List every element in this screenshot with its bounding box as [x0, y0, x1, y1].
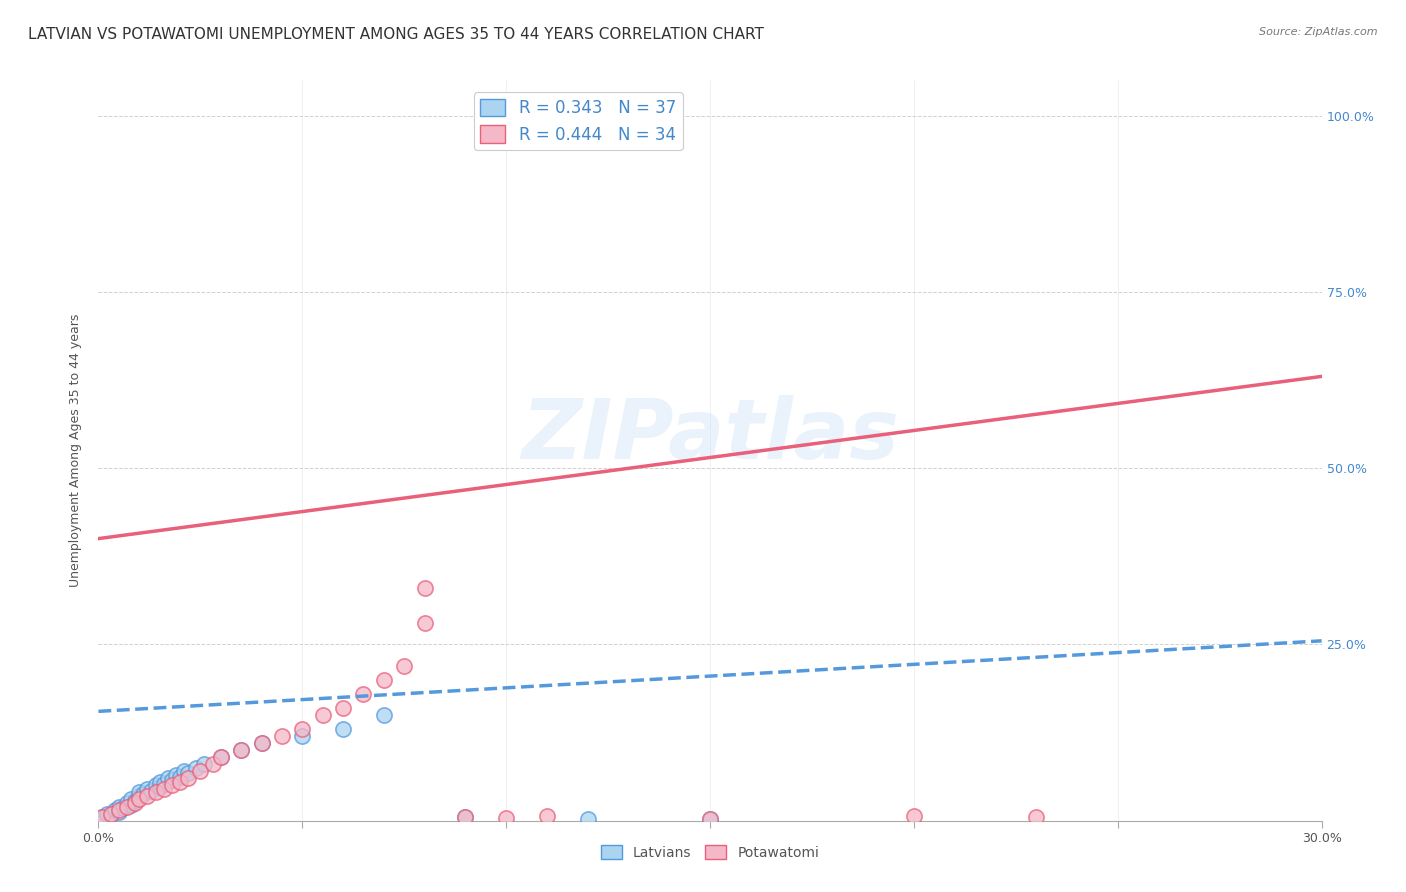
Point — [128, 785, 150, 799]
Text: ZIPatlas: ZIPatlas — [522, 395, 898, 476]
Point — [413, 616, 436, 631]
Point — [699, 812, 721, 826]
Point — [124, 794, 146, 808]
Point — [495, 811, 517, 825]
Point — [115, 796, 138, 810]
Point — [160, 772, 183, 787]
Point — [576, 812, 599, 826]
Point — [169, 775, 191, 789]
Point — [373, 707, 395, 722]
Point — [576, 109, 599, 123]
Point — [145, 778, 167, 792]
Point — [128, 792, 150, 806]
Point — [104, 803, 127, 817]
Point — [91, 810, 114, 824]
Text: LATVIAN VS POTAWATOMI UNEMPLOYMENT AMONG AGES 35 TO 44 YEARS CORRELATION CHART: LATVIAN VS POTAWATOMI UNEMPLOYMENT AMONG… — [28, 27, 763, 42]
Point — [392, 658, 416, 673]
Point — [149, 780, 172, 794]
Point — [149, 775, 172, 789]
Point — [1025, 810, 1047, 824]
Point — [177, 765, 200, 780]
Point — [160, 778, 183, 792]
Point — [177, 772, 200, 786]
Point — [100, 808, 122, 822]
Point — [136, 781, 159, 796]
Point — [454, 810, 477, 824]
Point — [111, 801, 134, 815]
Point — [173, 764, 195, 779]
Point — [120, 798, 142, 813]
Point — [96, 806, 118, 821]
Point — [169, 770, 191, 784]
Point — [291, 722, 314, 736]
Point — [132, 787, 155, 801]
Point — [108, 803, 131, 817]
Point — [115, 799, 138, 814]
Point — [699, 812, 721, 826]
Text: Source: ZipAtlas.com: Source: ZipAtlas.com — [1260, 27, 1378, 37]
Y-axis label: Unemployment Among Ages 35 to 44 years: Unemployment Among Ages 35 to 44 years — [69, 314, 83, 587]
Point — [231, 743, 253, 757]
Point — [250, 736, 273, 750]
Point — [128, 789, 150, 803]
Point — [201, 757, 224, 772]
Point — [141, 784, 163, 798]
Point — [188, 764, 212, 779]
Point — [454, 810, 477, 824]
Point — [136, 789, 159, 803]
Point — [209, 750, 232, 764]
Point — [270, 729, 294, 743]
Point — [152, 777, 174, 791]
Legend: Latvians, Potawatomi: Latvians, Potawatomi — [595, 839, 825, 865]
Point — [332, 701, 354, 715]
Point — [555, 109, 579, 123]
Point — [536, 809, 558, 823]
Point — [209, 750, 232, 764]
Point — [231, 743, 253, 757]
Point — [91, 810, 114, 824]
Point — [156, 772, 179, 786]
Point — [903, 808, 925, 822]
Point — [108, 799, 131, 814]
Point — [413, 581, 436, 595]
Point — [352, 687, 374, 701]
Point — [312, 707, 335, 722]
Point — [124, 796, 146, 810]
Point — [145, 785, 167, 799]
Point — [186, 761, 208, 775]
Point — [100, 806, 122, 821]
Point — [250, 736, 273, 750]
Point — [291, 729, 314, 743]
Point — [120, 792, 142, 806]
Point — [373, 673, 395, 687]
Point — [152, 781, 174, 796]
Point — [165, 768, 187, 782]
Point — [108, 805, 131, 820]
Point — [332, 722, 354, 736]
Point — [193, 757, 215, 772]
